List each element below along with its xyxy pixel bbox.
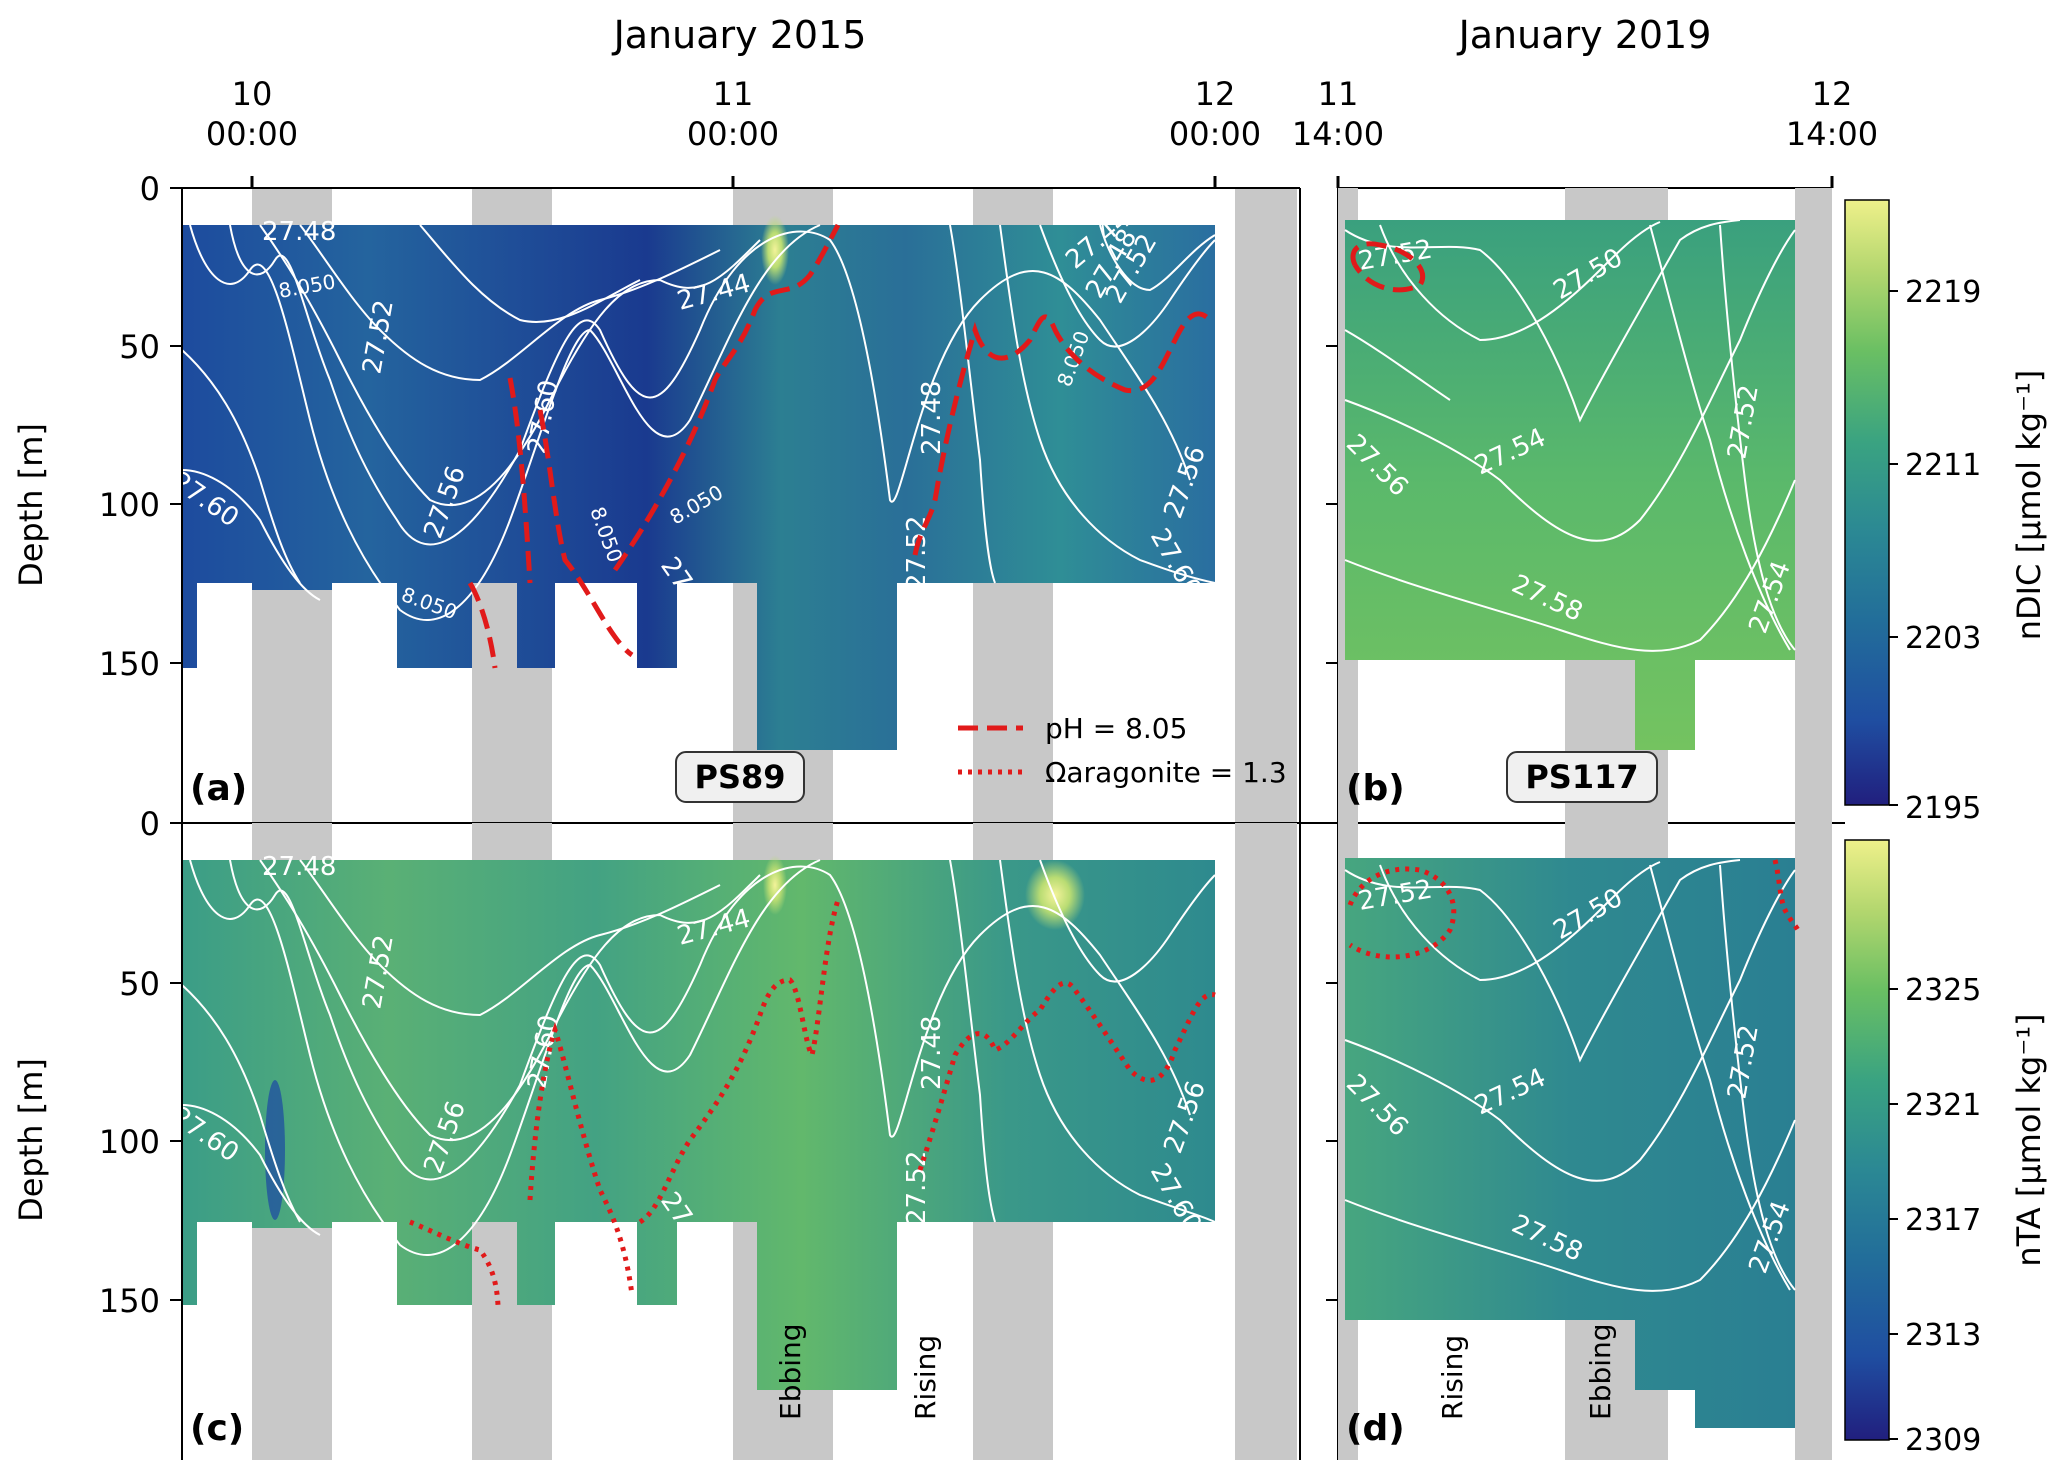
x-tick-12-time: 00:00 bbox=[1169, 115, 1261, 153]
station-box-ps89 bbox=[675, 751, 805, 803]
ph-line-a bbox=[467, 223, 1212, 669]
contour-label: 27.52 bbox=[902, 1151, 932, 1225]
x-ticks-right: 11 14:00 12 14:00 bbox=[1292, 75, 1878, 153]
x-tick-10-time: 00:00 bbox=[206, 115, 298, 153]
cbar-tick: 2321 bbox=[1905, 1088, 1981, 1123]
colorbar-ndic-tick-marks bbox=[1889, 290, 1898, 806]
contours-a bbox=[181, 224, 1216, 621]
panel-label-d: (d) bbox=[1346, 1408, 1405, 1449]
x-tick-12-day: 12 bbox=[1195, 75, 1236, 113]
panel-d: 27.52 27.50 27.56 27.54 27.52 27.58 27.5… bbox=[1326, 823, 1832, 1460]
x-tick-r12-day: 12 bbox=[1812, 75, 1853, 113]
x-tick-r11-time: 14:00 bbox=[1292, 115, 1384, 153]
y-tick-marks-d bbox=[1326, 982, 1338, 1301]
nta-hotspot bbox=[1025, 860, 1085, 930]
y-tick-50: 50 bbox=[119, 328, 160, 366]
y-tick-0: 0 bbox=[140, 805, 160, 843]
y-ticks-c: 0 50 100 150 bbox=[99, 805, 160, 1320]
contours-b bbox=[1344, 219, 1796, 652]
y-tick-100: 100 bbox=[99, 486, 160, 524]
colorbar-ndic-ticks: 2219 2211 2203 2195 bbox=[1905, 275, 1981, 826]
title-left: January 2015 bbox=[612, 13, 867, 57]
contour-label: 27.48 bbox=[917, 381, 947, 455]
colorbar-ndic-fill bbox=[1844, 199, 1890, 806]
x-tick-11-time: 00:00 bbox=[687, 115, 779, 153]
cbar-tick: 2309 bbox=[1905, 1423, 1981, 1458]
ndic-field-a bbox=[182, 225, 1215, 750]
y-tick-150: 150 bbox=[99, 1282, 160, 1320]
cbar-tick: 2211 bbox=[1905, 448, 1981, 483]
legend-ph-label: pH = 8.05 bbox=[1045, 712, 1187, 745]
panel-label-a: (a) bbox=[190, 768, 247, 809]
legend: pH = 8.05 Ωaragonite = 1.3 bbox=[958, 712, 1287, 789]
y-tick-100: 100 bbox=[99, 1123, 160, 1161]
colorbar-nta-label: nTA [µmol kg⁻¹] bbox=[2010, 1013, 2048, 1266]
tide-label-ebbing-d: Ebbing bbox=[1584, 1323, 1617, 1420]
colorbar-nta-ticks: 2325 2321 2317 2313 2309 bbox=[1905, 973, 1981, 1458]
x-tick-r12-time: 14:00 bbox=[1786, 115, 1878, 153]
colorbar-nta-fill bbox=[1844, 839, 1890, 1441]
tide-label-rising-c: Rising bbox=[909, 1335, 942, 1420]
panel-label-c: (c) bbox=[190, 1408, 244, 1449]
cbar-tick: 2219 bbox=[1905, 275, 1981, 310]
nta-low-spot bbox=[265, 1080, 285, 1220]
y-ticks-a: 0 50 100 150 bbox=[99, 170, 160, 683]
y-tick-50: 50 bbox=[119, 965, 160, 1003]
colorbar-nta-tick-marks bbox=[1889, 988, 1898, 1440]
y-tick-marks-b bbox=[1326, 345, 1338, 664]
title-right: January 2019 bbox=[1457, 13, 1712, 57]
x-ticks-left: 10 00:00 11 00:00 12 00:00 bbox=[206, 75, 1261, 153]
cbar-tick: 2313 bbox=[1905, 1318, 1981, 1353]
x-tick-marks-b bbox=[1336, 176, 1834, 188]
colorbar-nta: 2325 2321 2317 2313 2309 nTA [µmol kg⁻¹] bbox=[1844, 839, 2048, 1458]
contour-label: 27.48 bbox=[262, 217, 336, 247]
ndic-field-b bbox=[1345, 220, 1795, 750]
station-label-ps117: PS117 bbox=[1525, 758, 1638, 796]
y-tick-marks-c bbox=[170, 822, 182, 1301]
y-label-c: Depth [m] bbox=[12, 1058, 50, 1222]
cbar-tick: 2195 bbox=[1905, 791, 1981, 826]
cbar-tick: 2203 bbox=[1905, 621, 1981, 656]
legend-omega-label: Ωaragonite = 1.3 bbox=[1045, 756, 1287, 789]
y-label-a: Depth [m] bbox=[12, 423, 50, 587]
x-tick-marks-a bbox=[250, 176, 1217, 188]
tide-label-ebbing-c: Ebbing bbox=[774, 1323, 807, 1420]
x-tick-11-day: 11 bbox=[713, 75, 754, 113]
nta-field-d bbox=[1345, 858, 1795, 1428]
colorbar-ndic: 2219 2211 2203 2195 nDIC [µmol kg⁻¹] bbox=[1844, 199, 2048, 826]
day-band bbox=[1235, 188, 1297, 823]
day-band bbox=[1795, 188, 1832, 823]
day-band bbox=[1235, 823, 1297, 1460]
tide-label-rising-d: Rising bbox=[1436, 1335, 1469, 1420]
omega-line-d bbox=[1347, 859, 1801, 960]
omega-line-c bbox=[409, 899, 1216, 1306]
station-label-ps89: PS89 bbox=[694, 758, 785, 796]
panel-c: 27.48 27.52 27.60 27.60 27.56 27.60 27.4… bbox=[12, 805, 1297, 1460]
colorbar-ndic-label: nDIC [µmol kg⁻¹] bbox=[2010, 370, 2048, 641]
contour-label: 27.48 bbox=[917, 1016, 947, 1090]
y-tick-0: 0 bbox=[140, 170, 160, 208]
cbar-tick: 2325 bbox=[1905, 973, 1981, 1008]
panel-b: 27.52 27.50 27.56 27.54 27.52 27.58 27.5… bbox=[1326, 176, 1834, 1460]
ndic-hotspot bbox=[761, 215, 789, 285]
y-tick-marks-a bbox=[170, 187, 182, 664]
station-box-ps117 bbox=[1506, 751, 1658, 803]
panel-a: 27.48 27.52 27.60 27.60 27.56 27.60 27.4… bbox=[12, 170, 1300, 823]
x-tick-r11-day: 11 bbox=[1318, 75, 1359, 113]
x-tick-10-day: 10 bbox=[232, 75, 273, 113]
contour-label: 27.48 bbox=[262, 852, 336, 882]
contours-c bbox=[181, 859, 1216, 1256]
y-tick-150: 150 bbox=[99, 645, 160, 683]
ph-line-b bbox=[1350, 241, 1425, 293]
panel-label-b: (b) bbox=[1346, 768, 1405, 809]
contours-d bbox=[1344, 859, 1796, 1292]
cbar-tick: 2317 bbox=[1905, 1203, 1981, 1238]
day-band bbox=[1795, 823, 1832, 1460]
